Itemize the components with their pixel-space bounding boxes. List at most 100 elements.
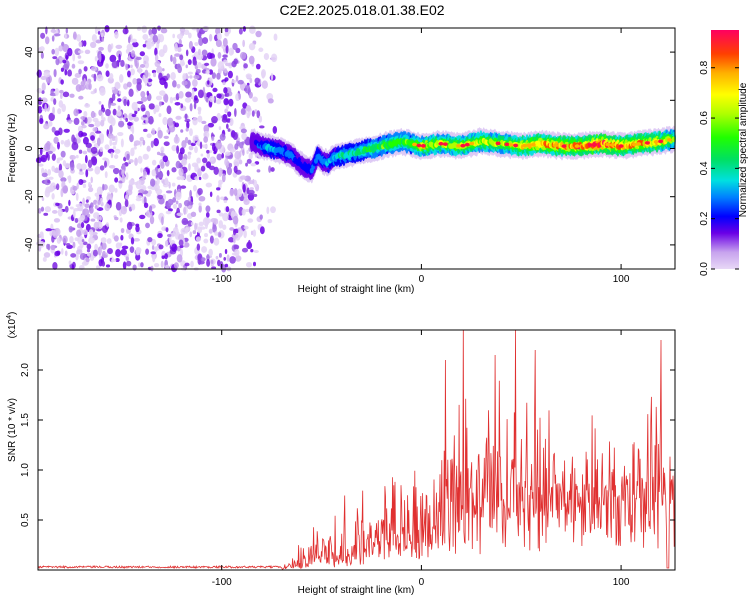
noise-speckle	[136, 195, 143, 199]
noise-speckle	[214, 231, 219, 236]
noise-speckle	[118, 53, 121, 63]
noise-speckle	[38, 163, 44, 167]
noise-speckle	[97, 31, 101, 35]
noise-speckle	[109, 135, 116, 139]
noise-speckle	[145, 42, 151, 48]
snr-panel: -100 0 100 0.5 1.0 1.5 2.0 Height of straight…	[6, 312, 676, 596]
ridge-peak-cell	[609, 143, 615, 147]
noise-speckle	[118, 74, 124, 83]
noise-speckle	[211, 142, 216, 152]
noise-speckle	[77, 50, 84, 54]
noise-speckle	[76, 163, 83, 170]
noise-speckle	[130, 68, 135, 76]
ridge-peak-cell	[420, 144, 426, 148]
noise-speckle	[175, 191, 182, 201]
noise-speckle	[194, 176, 200, 181]
noise-speckle	[187, 32, 192, 39]
noise-speckle	[86, 213, 91, 218]
noise-speckle	[135, 197, 142, 202]
noise-speckle	[187, 71, 193, 75]
noise-speckle	[159, 90, 166, 96]
noise-speckle	[202, 173, 209, 180]
noise-speckle	[221, 152, 225, 159]
noise-speckle	[200, 153, 204, 157]
noise-speckle	[161, 226, 168, 232]
noise-speckle	[71, 264, 75, 270]
noise-speckle	[110, 117, 116, 127]
noise-speckle	[218, 220, 224, 229]
noise-speckle	[237, 79, 244, 85]
noise-speckle	[225, 44, 229, 54]
noise-speckle	[243, 229, 247, 239]
noise-speckle	[197, 89, 204, 99]
noise-speckle	[147, 236, 153, 243]
noise-speckle	[71, 63, 76, 69]
noise-speckle	[104, 171, 108, 179]
noise-speckle	[80, 222, 85, 229]
noise-speckle	[145, 222, 150, 229]
colorbar-tick-label: 0.2	[699, 211, 710, 225]
noise-speckle	[81, 239, 85, 243]
snr-multiplier-exponent: 4	[6, 315, 13, 319]
noise-speckle	[80, 80, 86, 87]
snr-y-tick-label: 1.5	[20, 413, 31, 427]
noise-speckle	[35, 157, 42, 164]
noise-speckle	[75, 192, 79, 201]
noise-speckle	[169, 96, 174, 104]
noise-speckle	[59, 89, 64, 94]
noise-speckle	[91, 231, 98, 236]
noise-speckle	[198, 36, 204, 46]
noise-speckle	[126, 260, 132, 267]
noise-speckle	[173, 136, 180, 144]
noise-speckle	[164, 94, 169, 103]
noise-speckle	[211, 116, 218, 124]
noise-speckle	[166, 202, 172, 209]
noise-speckle	[189, 75, 193, 79]
noise-speckle	[202, 37, 209, 45]
noise-speckle	[167, 117, 174, 126]
noise-speckle	[134, 157, 138, 166]
noise-speckle	[40, 167, 45, 175]
noise-speckle	[139, 214, 146, 220]
noise-speckle	[87, 186, 94, 193]
noise-speckle	[75, 252, 79, 261]
noise-speckle	[202, 157, 208, 164]
noise-speckle	[196, 157, 201, 164]
noise-speckle	[174, 43, 178, 52]
noise-speckle	[223, 87, 228, 94]
noise-speckle	[36, 69, 42, 78]
noise-speckle	[45, 151, 49, 158]
noise-speckle	[193, 102, 197, 110]
spectrogram-y-tick-label: 20	[24, 94, 35, 106]
snr-x-ticks: -100 0 100	[212, 330, 630, 588]
noise-speckle	[188, 163, 191, 171]
noise-speckle	[241, 208, 246, 216]
noise-speckle	[181, 217, 189, 226]
noise-speckle	[171, 144, 178, 152]
noise-speckle	[263, 52, 270, 61]
noise-speckle	[125, 189, 133, 196]
noise-speckle	[180, 185, 187, 189]
noise-speckle	[268, 165, 272, 173]
noise-speckle	[146, 133, 152, 139]
ridge-peak-cell	[561, 144, 567, 148]
noise-speckle	[60, 79, 64, 85]
noise-speckle	[108, 99, 111, 109]
noise-speckle	[170, 54, 173, 62]
noise-speckle	[99, 215, 102, 221]
noise-speckle	[58, 100, 64, 108]
noise-speckle	[72, 241, 76, 249]
noise-speckle	[147, 185, 153, 190]
noise-speckle	[217, 61, 225, 70]
noise-speckle	[68, 199, 71, 207]
noise-speckle	[224, 31, 230, 37]
noise-speckle	[146, 145, 151, 152]
noise-speckle	[51, 48, 56, 55]
noise-speckle	[205, 211, 210, 218]
noise-speckle	[90, 66, 98, 72]
noise-speckle	[210, 57, 217, 67]
noise-speckle	[154, 54, 159, 62]
noise-speckle	[252, 229, 257, 237]
noise-speckle	[249, 205, 254, 215]
noise-speckle	[239, 175, 247, 180]
